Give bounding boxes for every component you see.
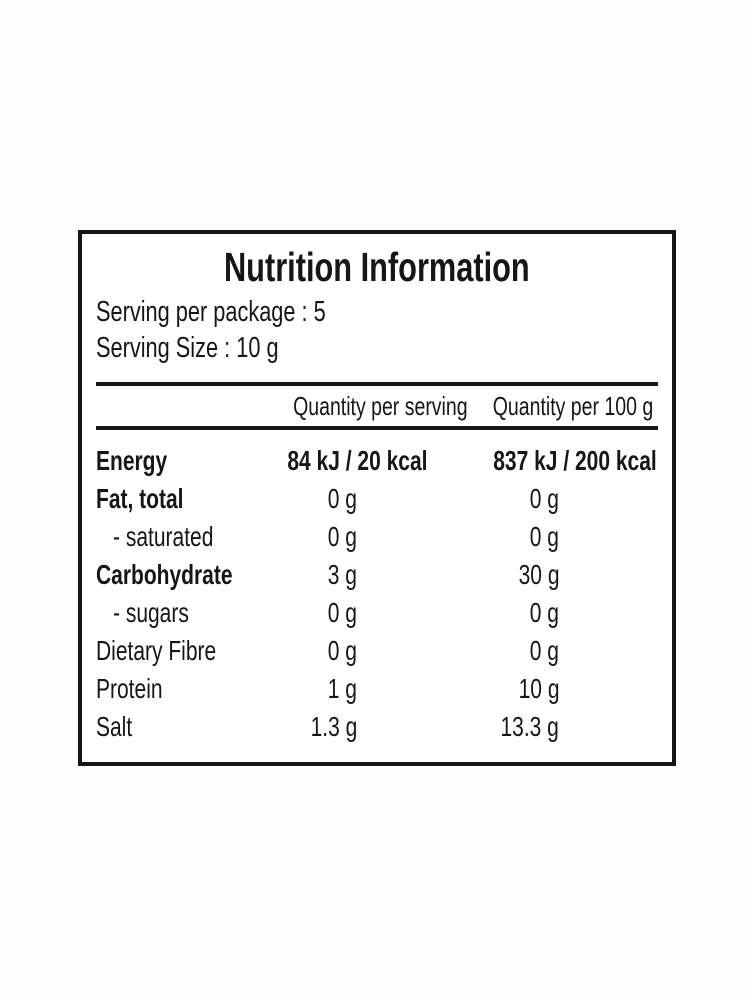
value-per-100g: 0 g [529, 483, 559, 514]
value-per-serving-cell: 3 g [264, 556, 450, 594]
nutrient-name: Protein [96, 673, 163, 704]
nutrient-name-cell: Salt [96, 708, 264, 746]
value-per-serving-cell: 1 g [264, 670, 450, 708]
divider-below-header [96, 426, 658, 430]
nutrient-name: Fat, total [96, 483, 184, 514]
table-row: - saturated 0 g 0 g [82, 518, 672, 556]
column-header-per-serving: Quantity per serving [264, 386, 468, 426]
table-row: - sugars 0 g 0 g [82, 594, 672, 632]
table-header-row: Quantity per serving Quantity per 100 g [82, 386, 672, 426]
nutrient-name-cell: Dietary Fibre [96, 632, 264, 670]
value-per-100g: 30 g [518, 559, 559, 590]
value-per-100g-cell: 10 g [466, 670, 652, 708]
column-header-per-100g-text: Quantity per 100 g [492, 391, 654, 421]
nutrient-name: - saturated [113, 521, 214, 552]
value-per-100g-cell: 13.3 g [466, 708, 652, 746]
nutrient-table: Energy 84 kJ / 20 kcal 837 kJ / 200 kcal Fa… [82, 442, 672, 746]
nutrient-name-cell: Fat, total [96, 480, 264, 518]
table-row: Protein 1 g 10 g [82, 670, 672, 708]
nutrient-name-cell: - saturated [96, 518, 264, 556]
value-per-serving: 1.3 g [310, 711, 357, 742]
value-per-100g: 0 g [529, 635, 559, 666]
table-row: Carbohydrate 3 g 30 g [82, 556, 672, 594]
column-header-per-100g: Quantity per 100 g [466, 386, 654, 426]
serving-size-line: Serving Size : 10 g [96, 330, 672, 366]
table-row: Fat, total 0 g 0 g [82, 480, 672, 518]
table-row: Dietary Fibre 0 g 0 g [82, 632, 672, 670]
serving-per-package-text: Serving per package : 5 [96, 296, 326, 328]
value-per-100g-cell: 0 g [466, 594, 652, 632]
table-row: Salt 1.3 g 13.3 g [82, 708, 672, 746]
nutrient-name: - sugars [113, 597, 189, 628]
panel-title-text: Nutrition Information [224, 244, 530, 290]
value-per-100g-cell: 0 g [466, 480, 652, 518]
value-per-serving: 0 g [327, 597, 357, 628]
nutrient-name: Dietary Fibre [96, 635, 217, 666]
panel-title: Nutrition Information [82, 244, 672, 290]
nutrient-name-cell: - sugars [96, 594, 264, 632]
nutrient-name: Energy [96, 445, 168, 476]
serving-per-package-line: Serving per package : 5 [96, 294, 672, 330]
column-header-per-serving-text: Quantity per serving [293, 391, 468, 421]
divider-above-header [96, 382, 658, 386]
serving-size-text: Serving Size : 10 g [96, 332, 279, 364]
value-per-serving-cell: 0 g [264, 518, 450, 556]
value-per-serving-cell: 0 g [264, 480, 450, 518]
table-row: Energy 84 kJ / 20 kcal 837 kJ / 200 kcal [82, 442, 672, 480]
value-per-100g: 837 kJ / 200 kcal [493, 445, 657, 476]
value-per-serving: 0 g [327, 635, 357, 666]
value-per-serving: 1 g [327, 673, 357, 704]
nutrient-name: Salt [96, 711, 133, 742]
nutrition-label-panel: Nutrition Information Serving per packag… [78, 230, 676, 766]
value-per-100g: 0 g [529, 597, 559, 628]
nutrient-name: Carbohydrate [96, 559, 233, 590]
value-per-serving: 0 g [327, 483, 357, 514]
value-per-100g-cell: 0 g [466, 518, 652, 556]
value-per-100g-cell: 0 g [466, 632, 652, 670]
value-per-serving-cell: 84 kJ / 20 kcal [264, 442, 450, 480]
value-per-100g-cell: 30 g [466, 556, 652, 594]
value-per-serving: 84 kJ / 20 kcal [287, 445, 428, 476]
value-per-serving-cell: 0 g [264, 632, 450, 670]
value-per-serving-cell: 1.3 g [264, 708, 450, 746]
value-per-100g: 10 g [518, 673, 559, 704]
value-per-serving-cell: 0 g [264, 594, 450, 632]
value-per-serving: 0 g [327, 521, 357, 552]
value-per-100g-cell: 837 kJ / 200 kcal [466, 442, 656, 480]
nutrient-name-cell: Protein [96, 670, 264, 708]
value-per-serving: 3 g [327, 559, 357, 590]
value-per-100g: 13.3 g [500, 711, 559, 742]
value-per-100g: 0 g [529, 521, 559, 552]
nutrient-name-cell: Energy [96, 442, 264, 480]
nutrient-name-cell: Carbohydrate [96, 556, 264, 594]
